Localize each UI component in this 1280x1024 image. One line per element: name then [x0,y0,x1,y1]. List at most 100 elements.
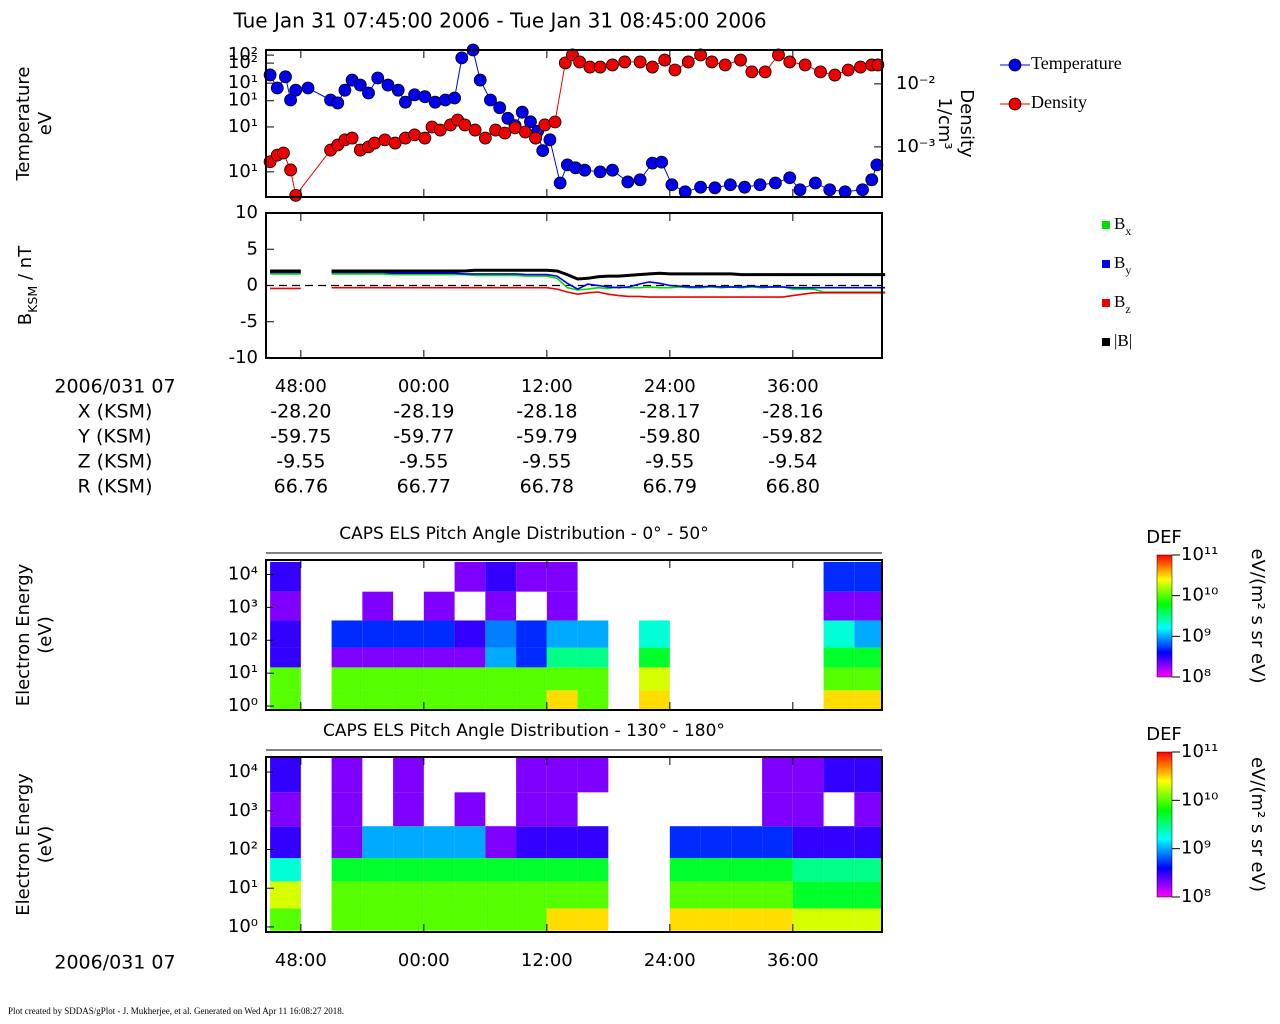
colorbar-tick-label: 10¹¹ [1181,741,1218,762]
data-point [708,181,722,195]
heat-cell [762,826,793,859]
data-point [738,180,752,194]
ephemeris-value: -28.16 [762,401,823,423]
heat-cell [792,792,824,827]
heat-cell [823,667,855,691]
data-point [633,55,647,69]
y-tick-label: 10⁴ [228,563,258,584]
heat-cell [270,620,301,648]
heat-cell [700,881,732,909]
heat-cell [546,561,578,592]
heat-cell [270,690,301,710]
heat-cell [270,591,301,621]
plot-frame [265,49,883,198]
y-tick-label: 10¹ [228,662,258,683]
y-axis-label: Temperature [13,66,34,181]
colorbar-tick-label: 10⁹ [1181,625,1211,646]
data-point [753,178,767,192]
heat-cell [485,561,517,592]
ephemeris-value: -9.55 [399,451,448,473]
heat-cell [577,667,609,691]
y-axis-label: eV [35,111,56,135]
data-point [478,131,492,145]
heat-cell [854,881,882,909]
plot-title: Tue Jan 31 07:45:00 2006 - Tue Jan 31 08… [232,9,766,33]
ephemeris-value: -59.82 [762,426,823,448]
heat-cell [823,908,855,931]
data-point [548,115,562,129]
x-tick-label: 00:00 [398,950,450,971]
y-tick-label: 10³ [228,596,258,617]
ephemeris-value: -59.75 [270,426,331,448]
heat-cell [762,858,793,882]
data-point [593,165,607,179]
ephemeris-value: 66.78 [520,476,574,498]
heat-cell [331,757,363,793]
data-point [665,178,679,192]
heat-cell [362,667,394,691]
data-point [655,155,669,169]
y-tick-label: 10⁴ [228,761,258,782]
data-point [263,68,277,82]
data-point [448,91,461,105]
heat-cell [454,826,486,859]
data-point [783,55,797,69]
data-point [783,171,797,185]
data-point [606,58,619,72]
data-point [772,48,785,62]
heat-cell [546,647,578,668]
data-point [458,118,472,132]
heat-cell [454,561,486,592]
plot-frame [265,559,883,711]
chart-title: CAPS ELS Pitch Angle Distribution - 0° -… [339,524,708,544]
heat-cell [485,858,517,882]
y-tick-label: 5 [247,238,258,259]
ephemeris-value: -59.80 [639,426,700,448]
heat-cell [331,620,363,648]
data-point [498,126,512,140]
heat-cell [731,858,763,882]
heat-cell [270,561,301,592]
chart-title: CAPS ELS Pitch Angle Distribution - 130°… [323,721,725,741]
heat-cell [485,690,517,710]
heat-cell [823,690,855,710]
colorbar-title: DEF [1146,527,1182,548]
heat-cell [823,591,855,621]
heat-cell [393,667,424,691]
ephemeris-value: 66.77 [397,476,451,498]
data-point [468,123,482,137]
heat-cell [270,757,301,793]
heat-cell [516,908,547,931]
heat-cell [362,826,394,859]
data-point [301,81,315,95]
data-point [484,93,497,107]
y-axis-label: (eV) [35,616,56,653]
heat-cell [454,881,486,909]
y-tick-label: -10 [229,347,258,368]
data-point [398,95,412,109]
data-point [798,58,812,72]
data-point [277,146,290,160]
data-point [621,175,635,189]
data-point [418,131,432,145]
x-tick-label: 36:00 [767,376,819,397]
data-point [289,83,303,97]
heat-cell [270,647,301,668]
heat-cell [362,647,394,668]
y-tick-label: 10⁻² [896,73,936,94]
heat-cell [669,858,701,882]
data-point [854,60,867,74]
data-point [388,136,402,150]
plot-frame [265,756,883,933]
colorbar-tick-label: 10¹⁰ [1181,585,1218,606]
data-point [284,163,297,177]
heat-cell [731,908,763,931]
y-tick-label: 10³ [228,800,258,821]
data-point [518,125,532,139]
heat-cell [854,591,882,621]
heat-cell [577,858,609,882]
heat-cell [700,858,732,882]
y-tick-label: 0 [247,275,258,296]
heat-cell [270,858,301,882]
